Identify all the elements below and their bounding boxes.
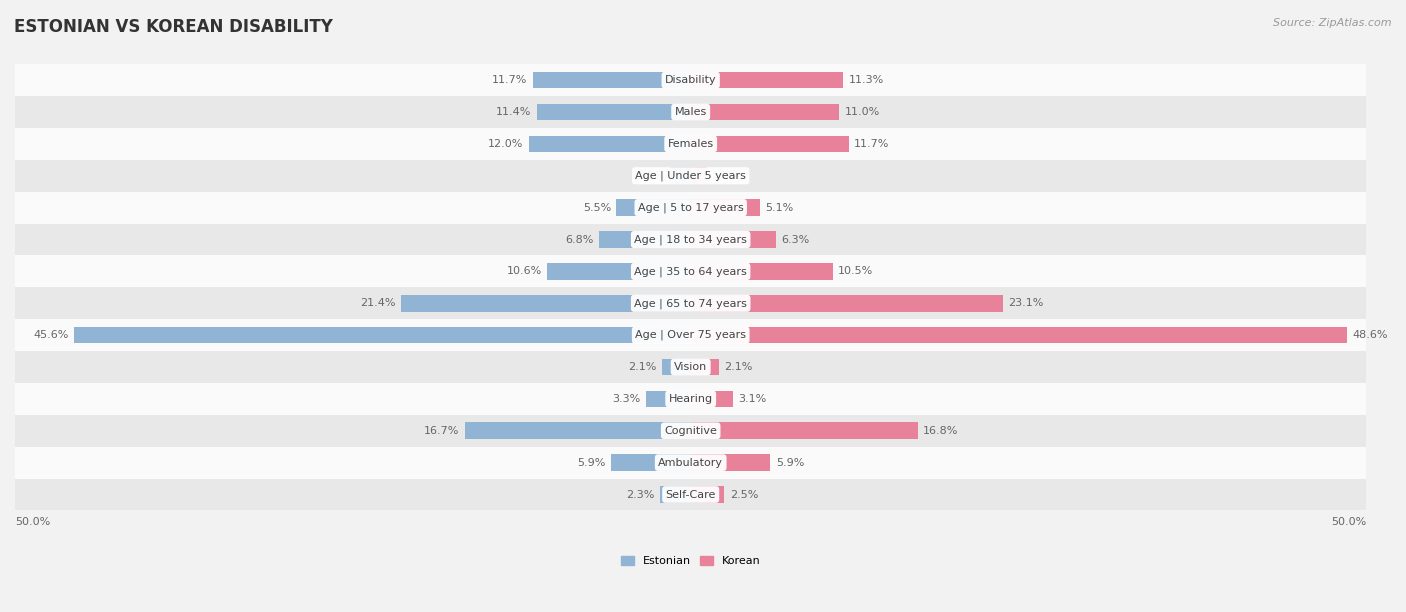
Bar <box>690 390 733 407</box>
Text: Age | 65 to 74 years: Age | 65 to 74 years <box>634 298 747 308</box>
Text: Ambulatory: Ambulatory <box>658 458 723 468</box>
Text: 11.4%: 11.4% <box>496 107 531 117</box>
Bar <box>690 295 1002 312</box>
Text: 1.5%: 1.5% <box>637 171 665 181</box>
Text: Females: Females <box>668 139 714 149</box>
Text: Hearing: Hearing <box>669 394 713 404</box>
Bar <box>15 255 1367 287</box>
Text: 1.2%: 1.2% <box>713 171 741 181</box>
Bar <box>690 168 707 184</box>
Bar <box>690 359 718 375</box>
Bar <box>15 319 1367 351</box>
Bar <box>690 136 849 152</box>
Bar <box>690 454 770 471</box>
Text: Age | 35 to 64 years: Age | 35 to 64 years <box>634 266 747 277</box>
Text: 16.7%: 16.7% <box>425 426 460 436</box>
Text: Males: Males <box>675 107 707 117</box>
Bar <box>647 390 690 407</box>
Text: Age | Over 75 years: Age | Over 75 years <box>636 330 747 340</box>
Bar <box>15 415 1367 447</box>
Bar <box>547 263 690 280</box>
Bar <box>671 168 690 184</box>
Bar <box>465 422 690 439</box>
Text: 12.0%: 12.0% <box>488 139 523 149</box>
Text: 23.1%: 23.1% <box>1008 298 1043 308</box>
Bar <box>15 287 1367 319</box>
Text: 5.9%: 5.9% <box>776 458 804 468</box>
Bar <box>15 223 1367 255</box>
Text: 11.0%: 11.0% <box>845 107 880 117</box>
Text: Age | Under 5 years: Age | Under 5 years <box>636 171 747 181</box>
Text: Cognitive: Cognitive <box>664 426 717 436</box>
Bar <box>15 96 1367 128</box>
Text: 2.1%: 2.1% <box>724 362 752 372</box>
Bar <box>662 359 690 375</box>
Text: 50.0%: 50.0% <box>1331 517 1367 527</box>
Bar <box>612 454 690 471</box>
Bar <box>599 231 690 248</box>
Bar <box>690 231 776 248</box>
Text: Age | 5 to 17 years: Age | 5 to 17 years <box>638 203 744 213</box>
Text: 6.3%: 6.3% <box>782 234 810 245</box>
Text: 45.6%: 45.6% <box>34 330 69 340</box>
Text: 11.3%: 11.3% <box>849 75 884 85</box>
Bar <box>690 72 844 89</box>
Text: 5.1%: 5.1% <box>765 203 793 212</box>
Text: Vision: Vision <box>673 362 707 372</box>
Bar <box>537 104 690 121</box>
Bar <box>659 486 690 503</box>
Text: 10.5%: 10.5% <box>838 266 873 277</box>
Bar <box>690 263 832 280</box>
Bar <box>15 160 1367 192</box>
Text: ESTONIAN VS KOREAN DISABILITY: ESTONIAN VS KOREAN DISABILITY <box>14 18 333 36</box>
Bar <box>690 422 918 439</box>
Text: Disability: Disability <box>665 75 717 85</box>
Bar <box>15 479 1367 510</box>
Text: 16.8%: 16.8% <box>924 426 959 436</box>
Text: 11.7%: 11.7% <box>492 75 527 85</box>
Bar <box>616 200 690 216</box>
Bar <box>533 72 690 89</box>
Bar <box>690 486 724 503</box>
Bar <box>690 200 759 216</box>
Text: 3.1%: 3.1% <box>738 394 766 404</box>
Bar <box>15 192 1367 223</box>
Legend: Estonian, Korean: Estonian, Korean <box>616 551 765 571</box>
Bar <box>15 64 1367 96</box>
Text: 48.6%: 48.6% <box>1353 330 1388 340</box>
Bar <box>690 104 839 121</box>
Bar <box>402 295 690 312</box>
Bar <box>75 327 690 343</box>
Text: Self-Care: Self-Care <box>665 490 716 499</box>
Bar <box>15 351 1367 383</box>
Text: 21.4%: 21.4% <box>360 298 396 308</box>
Text: 2.5%: 2.5% <box>730 490 758 499</box>
Bar <box>690 327 1347 343</box>
Bar <box>15 447 1367 479</box>
Text: 5.9%: 5.9% <box>578 458 606 468</box>
Text: 6.8%: 6.8% <box>565 234 593 245</box>
Text: 3.3%: 3.3% <box>613 394 641 404</box>
Text: Age | 18 to 34 years: Age | 18 to 34 years <box>634 234 747 245</box>
Text: 11.7%: 11.7% <box>855 139 890 149</box>
Text: 5.5%: 5.5% <box>582 203 612 212</box>
Bar <box>15 128 1367 160</box>
Bar <box>529 136 690 152</box>
Text: 2.1%: 2.1% <box>628 362 657 372</box>
Text: 2.3%: 2.3% <box>626 490 654 499</box>
Text: 10.6%: 10.6% <box>506 266 543 277</box>
Text: 50.0%: 50.0% <box>15 517 51 527</box>
Text: Source: ZipAtlas.com: Source: ZipAtlas.com <box>1274 18 1392 28</box>
Bar <box>15 383 1367 415</box>
